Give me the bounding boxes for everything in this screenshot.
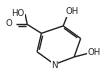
Text: OH: OH [88,48,101,57]
Text: O: O [6,19,13,28]
Text: HO: HO [11,9,25,18]
Text: N: N [51,61,58,70]
Text: OH: OH [65,7,79,16]
